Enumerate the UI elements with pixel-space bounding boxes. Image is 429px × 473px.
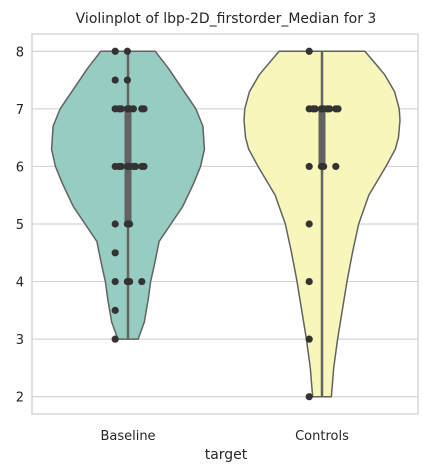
strip-points <box>111 47 342 401</box>
strip-point <box>111 220 119 228</box>
strip-point <box>123 47 131 55</box>
strip-point <box>111 306 119 314</box>
strip-point <box>305 220 313 228</box>
violin-iqr-box <box>318 108 326 167</box>
y-tick-label: 2 <box>16 391 24 406</box>
x-tick-label: Baseline <box>100 429 155 444</box>
y-tick-label: 4 <box>16 276 24 291</box>
strip-point <box>132 162 140 171</box>
plot-area <box>31 33 419 415</box>
strip-point <box>126 277 134 286</box>
strip-point <box>326 105 334 113</box>
x-tick-label: Controls <box>295 429 349 444</box>
y-tick-label: 5 <box>16 218 24 233</box>
strip-point <box>305 47 313 55</box>
plot-frame <box>31 33 419 415</box>
strip-point <box>305 162 313 171</box>
y-axis-ticks: 2 3 4 5 6 7 8 <box>16 45 24 405</box>
strip-point <box>140 162 148 171</box>
strip-point <box>305 335 313 343</box>
x-axis-ticks: Baseline Controls <box>100 429 349 444</box>
y-tick-label: 8 <box>16 45 24 60</box>
strip-point <box>311 105 319 113</box>
strip-point <box>140 105 148 113</box>
strip-point <box>111 277 119 286</box>
strip-point <box>332 162 340 171</box>
violins <box>50 50 401 398</box>
strip-point <box>320 162 328 171</box>
strip-point <box>117 105 125 113</box>
strip-point <box>129 105 137 113</box>
strip-point <box>111 76 119 84</box>
strip-point <box>334 105 342 113</box>
strip-point <box>111 335 119 343</box>
chart-title: Violinplot of lbp-2D_firstorder_Median f… <box>76 11 377 27</box>
strip-point <box>305 393 313 401</box>
strip-point <box>126 220 134 228</box>
strip-point <box>138 277 146 286</box>
strip-point <box>305 277 313 286</box>
strip-point <box>111 47 119 55</box>
y-tick-label: 6 <box>16 160 24 175</box>
y-tick-label: 7 <box>16 103 24 118</box>
strip-point <box>117 162 125 171</box>
strip-point <box>123 76 131 84</box>
x-axis-label: target <box>205 447 248 463</box>
y-tick-label: 3 <box>16 333 24 348</box>
strip-point <box>111 249 119 257</box>
